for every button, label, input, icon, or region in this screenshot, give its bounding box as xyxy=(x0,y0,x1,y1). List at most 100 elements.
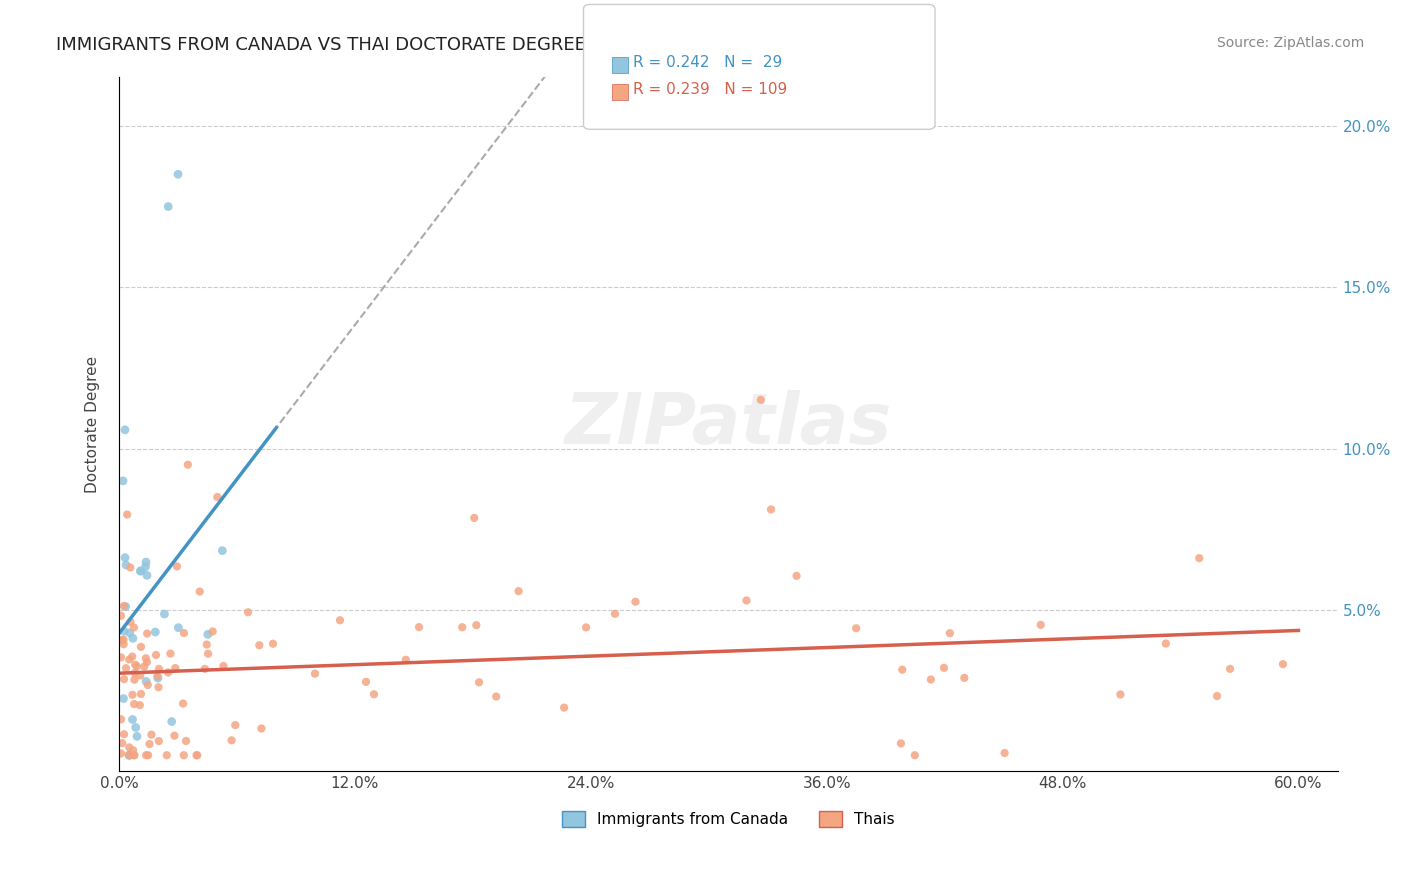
Point xyxy=(1154,636,1177,650)
Point xyxy=(201,624,224,639)
Point xyxy=(157,665,180,680)
Point xyxy=(160,714,183,729)
Point xyxy=(118,740,141,755)
Point xyxy=(186,748,208,763)
Point xyxy=(920,673,942,687)
Point xyxy=(304,666,326,681)
Point xyxy=(1271,657,1294,672)
Point xyxy=(1206,689,1229,703)
Point xyxy=(122,697,145,711)
Point xyxy=(112,691,135,706)
Point xyxy=(129,668,152,682)
Point xyxy=(124,748,146,763)
Point xyxy=(112,632,135,647)
Point xyxy=(124,665,146,680)
Point xyxy=(148,662,170,676)
Point xyxy=(994,746,1017,760)
Point xyxy=(120,615,142,629)
Point xyxy=(953,671,976,685)
Point xyxy=(173,626,195,640)
Y-axis label: Doctorate Degree: Doctorate Degree xyxy=(86,356,100,493)
Point xyxy=(177,458,200,472)
Point xyxy=(167,167,190,181)
Point xyxy=(114,599,136,614)
Point xyxy=(174,734,197,748)
Point xyxy=(118,748,141,763)
Point xyxy=(173,748,195,763)
Point xyxy=(735,593,758,607)
Point xyxy=(110,650,132,665)
Point xyxy=(135,555,157,569)
Point xyxy=(207,490,229,504)
Point xyxy=(166,559,188,574)
Point xyxy=(939,626,962,640)
Point xyxy=(153,607,176,621)
Point xyxy=(122,748,145,763)
Point xyxy=(136,655,159,669)
Point xyxy=(112,637,135,651)
Point xyxy=(508,584,530,599)
Point xyxy=(115,508,138,522)
Point xyxy=(112,672,135,686)
Point xyxy=(194,662,217,676)
Point xyxy=(1219,662,1241,676)
Point xyxy=(111,474,134,488)
Point xyxy=(110,747,132,761)
Text: IMMIGRANTS FROM CANADA VS THAI DOCTORATE DEGREE CORRELATION CHART: IMMIGRANTS FROM CANADA VS THAI DOCTORATE… xyxy=(56,36,786,54)
Point xyxy=(134,559,156,574)
Point xyxy=(759,502,782,516)
Point xyxy=(891,663,914,677)
Point xyxy=(156,748,179,763)
Point xyxy=(118,748,141,763)
Point xyxy=(135,674,157,689)
Point xyxy=(112,624,135,639)
Point xyxy=(122,743,145,757)
Point xyxy=(465,618,488,632)
Point xyxy=(120,560,142,574)
Point xyxy=(110,712,132,726)
Point xyxy=(145,648,167,662)
Point xyxy=(1029,618,1052,632)
Point xyxy=(408,620,430,634)
Point xyxy=(129,687,152,701)
Point xyxy=(1109,688,1132,702)
Point xyxy=(1188,551,1211,566)
Point xyxy=(553,700,575,714)
Point xyxy=(845,621,868,635)
Point xyxy=(122,632,145,646)
Point xyxy=(134,659,156,673)
Point xyxy=(135,651,157,665)
Point xyxy=(112,599,135,613)
Point xyxy=(212,659,235,673)
Point xyxy=(125,721,148,735)
Point xyxy=(143,625,166,640)
Point xyxy=(786,569,808,583)
Point xyxy=(115,661,138,675)
Point xyxy=(115,558,138,572)
Text: ZIPatlas: ZIPatlas xyxy=(565,390,891,458)
Point xyxy=(136,678,159,692)
Point xyxy=(197,647,219,661)
Point xyxy=(146,671,169,685)
Point xyxy=(197,627,219,641)
Point xyxy=(136,568,159,582)
Point xyxy=(603,607,626,621)
Point xyxy=(122,620,145,634)
Point xyxy=(165,661,187,675)
Point xyxy=(125,659,148,673)
Point xyxy=(157,200,180,214)
Point xyxy=(110,608,132,623)
Point xyxy=(118,625,141,640)
Point xyxy=(172,697,194,711)
Point xyxy=(262,637,284,651)
Point xyxy=(354,674,377,689)
Point xyxy=(195,638,218,652)
Point xyxy=(395,653,418,667)
Point xyxy=(186,748,208,763)
Point xyxy=(138,737,160,751)
Point xyxy=(118,652,141,666)
Point xyxy=(114,423,136,437)
Point xyxy=(363,687,385,701)
Point xyxy=(121,688,143,702)
Point xyxy=(136,748,159,763)
